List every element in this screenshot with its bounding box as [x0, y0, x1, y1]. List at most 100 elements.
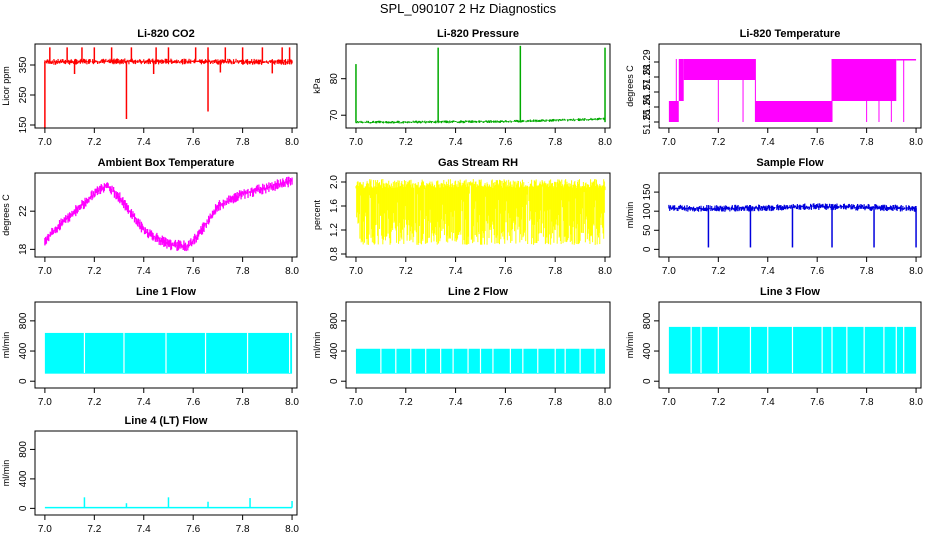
- data-layer: [44, 176, 293, 252]
- x-tick-label: 7.6: [186, 137, 200, 148]
- panel-title: Li-820 Pressure: [437, 28, 519, 40]
- x-tick-label: 8.0: [909, 397, 923, 408]
- plot-frame: [658, 301, 922, 389]
- y-tick-label: 800: [642, 312, 653, 329]
- x-tick-label: 7.6: [810, 266, 824, 277]
- y-axis-label: ml/min: [1, 332, 11, 359]
- x-tick-label: 7.8: [860, 137, 874, 148]
- x-tick-label: 7.0: [38, 137, 52, 148]
- y-tick-label: 1.2: [329, 223, 340, 237]
- x-tick-label: 7.0: [38, 524, 52, 535]
- data-layer: [668, 59, 917, 122]
- x-tick-label: 7.2: [399, 266, 413, 277]
- plot-frame: [658, 43, 922, 129]
- x-tick-label: 7.6: [498, 397, 512, 408]
- chart-panel-3: Li-820 Temperature 7.0 7.2 7.4 7.6 7.8 8.0 51.2…: [625, 28, 923, 148]
- x-tick-label: 7.0: [662, 137, 676, 148]
- y-tick-label: 0.8: [329, 247, 340, 261]
- data-layer: [355, 347, 606, 374]
- x-tick-label: 8.0: [909, 266, 923, 277]
- y-tick-label: 100: [642, 202, 653, 219]
- x-tick-label: 7.6: [186, 397, 200, 408]
- data-level-block: [683, 59, 744, 80]
- chart-panel-10: Line 4 (LT) Flow 7.0 7.2 7.4 7.6 7.8 8.0 0 400 80…: [1, 415, 299, 535]
- y-tick-label: 800: [18, 441, 29, 458]
- chart-panel-7: Line 1 Flow 7.0 7.2 7.4 7.6 7.8 8.0 0 400 800 ml/m…: [1, 286, 299, 408]
- plot-frame: [34, 43, 298, 129]
- plot-frame: [34, 172, 298, 258]
- data-layer: [355, 179, 606, 245]
- y-tick-label: 50: [642, 224, 653, 236]
- panel-title: Li-820 CO2: [137, 28, 194, 40]
- y-tick-label: 2.0: [329, 175, 340, 189]
- y-tick-label: 0: [642, 378, 653, 384]
- x-tick-label: 7.4: [137, 524, 151, 535]
- y-tick-label: 350: [18, 56, 29, 73]
- panel-title: Line 1 Flow: [136, 286, 196, 298]
- x-tick-label: 7.6: [186, 524, 200, 535]
- chart-panel-9: Line 3 Flow 7.0 7.2 7.4 7.6 7.8 8.0 0 400 800 ml/m…: [625, 286, 923, 408]
- y-tick-label: 51.25: [642, 109, 653, 134]
- x-tick-label: 8.0: [909, 137, 923, 148]
- x-tick-label: 7.8: [860, 397, 874, 408]
- x-tick-label: 7.2: [711, 397, 725, 408]
- x-tick-label: 7.8: [548, 397, 562, 408]
- y-tick-label: 0: [642, 246, 653, 252]
- x-tick-label: 7.6: [810, 137, 824, 148]
- data-level-block: [743, 59, 756, 80]
- x-tick-label: 7.4: [761, 266, 775, 277]
- y-axis-label: kPa: [312, 78, 322, 94]
- x-tick-label: 7.2: [87, 266, 101, 277]
- y-tick-label: 400: [642, 342, 653, 359]
- chart-panel-4: Ambient Box Temperature 7.0 7.2 7.4 7.6 7.8 8.…: [1, 157, 299, 277]
- y-axis-label: ml/min: [1, 460, 11, 487]
- y-tick-label: 22: [18, 205, 29, 217]
- chart-panel-6: Sample Flow 7.0 7.2 7.4 7.6 7.8 8.0 0 50 100 150 ml…: [625, 157, 923, 277]
- x-tick-label: 8.0: [598, 137, 612, 148]
- plot-frame: [345, 301, 611, 389]
- panel-title: Li-820 Temperature: [740, 28, 841, 40]
- x-tick-label: 8.0: [598, 397, 612, 408]
- x-tick-label: 7.0: [38, 397, 52, 408]
- x-tick-label: 7.0: [38, 266, 52, 277]
- y-axis-label: Licor ppm: [1, 66, 11, 106]
- x-tick-label: 8.0: [285, 137, 299, 148]
- x-tick-label: 7.0: [349, 137, 363, 148]
- x-tick-label: 7.4: [137, 266, 151, 277]
- x-tick-label: 7.4: [449, 137, 463, 148]
- x-tick-label: 8.0: [598, 266, 612, 277]
- x-tick-label: 7.4: [137, 397, 151, 408]
- data-layer: [355, 45, 606, 124]
- y-tick-label: 70: [329, 109, 340, 121]
- x-tick-label: 7.8: [236, 266, 250, 277]
- data-layer: [668, 325, 917, 374]
- x-tick-label: 7.0: [662, 266, 676, 277]
- y-tick-label: 0: [18, 378, 29, 384]
- y-tick-label: 250: [18, 86, 29, 103]
- panel-title: Sample Flow: [756, 157, 824, 169]
- y-tick-label: 51.29: [642, 49, 653, 74]
- plot-frame: [34, 301, 298, 389]
- y-tick-label: 51.26: [642, 94, 653, 119]
- plot-frame: [345, 172, 611, 258]
- x-tick-label: 7.2: [87, 524, 101, 535]
- chart-panel-5: Gas Stream RH 7.0 7.2 7.4 7.6 7.8 8.0 0.8 1.2 1.6…: [312, 157, 612, 277]
- y-tick-label: 18: [18, 243, 29, 255]
- x-tick-label: 7.4: [449, 397, 463, 408]
- panel-title: Ambient Box Temperature: [98, 157, 235, 169]
- x-tick-label: 7.6: [810, 397, 824, 408]
- x-tick-label: 7.6: [498, 266, 512, 277]
- figure-title: SPL_090107 2 Hz Diagnostics: [379, 1, 557, 16]
- x-tick-label: 7.2: [711, 266, 725, 277]
- chart-panel-2: Li-820 Pressure 7.0 7.2 7.4 7.6 7.8 8.0 70 80 kPa: [312, 28, 612, 148]
- y-axis-label: degrees C: [625, 65, 635, 107]
- x-tick-label: 7.8: [236, 397, 250, 408]
- x-tick-label: 7.8: [236, 524, 250, 535]
- x-tick-label: 8.0: [285, 266, 299, 277]
- plot-frame: [658, 172, 922, 258]
- data-level-block: [678, 59, 684, 101]
- data-level-block: [668, 101, 679, 122]
- y-axis-label: percent: [312, 199, 322, 230]
- y-tick-label: 0: [329, 378, 340, 384]
